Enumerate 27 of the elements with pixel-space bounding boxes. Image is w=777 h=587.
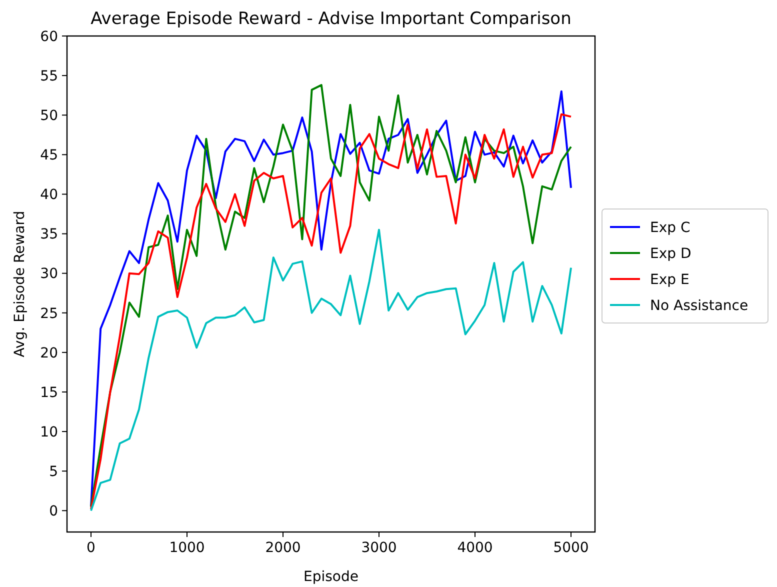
- y-tick-label: 40: [40, 187, 58, 204]
- chart-title: Average Episode Reward - Advise Important Comparison: [90, 9, 572, 29]
- legend-label: Exp E: [650, 272, 690, 288]
- y-tick-label: 10: [40, 424, 58, 440]
- legend-label: No Assistance: [650, 298, 748, 314]
- x-tick-label: 5000: [553, 540, 589, 556]
- y-tick-label: 30: [40, 266, 58, 282]
- line-series: [90, 228, 572, 512]
- x-tick-label: 3000: [361, 540, 397, 556]
- x-tick-label: 4000: [457, 540, 493, 556]
- y-tick-label: 55: [40, 68, 58, 84]
- y-axis-title: Avg. Episode Reward: [12, 210, 28, 358]
- x-tick-label: 2000: [265, 540, 301, 556]
- y-tick-label: 45: [40, 148, 58, 164]
- y-tick-label: 35: [40, 226, 58, 243]
- legend-label: Exp C: [650, 220, 690, 236]
- y-tick-label: 5: [49, 464, 58, 480]
- y-tick-label: 25: [40, 306, 58, 322]
- y-tick-label: 50: [40, 108, 58, 124]
- x-axis-title: Episode: [304, 569, 358, 585]
- y-tick-label: 0: [49, 504, 58, 520]
- x-tick-label: 0: [86, 540, 96, 556]
- legend-label: Exp D: [650, 246, 692, 262]
- x-tick-label: 1000: [169, 540, 205, 556]
- y-tick-label: 60: [40, 28, 58, 45]
- y-tick-label: 15: [40, 384, 58, 401]
- y-tick-label: 20: [40, 345, 58, 362]
